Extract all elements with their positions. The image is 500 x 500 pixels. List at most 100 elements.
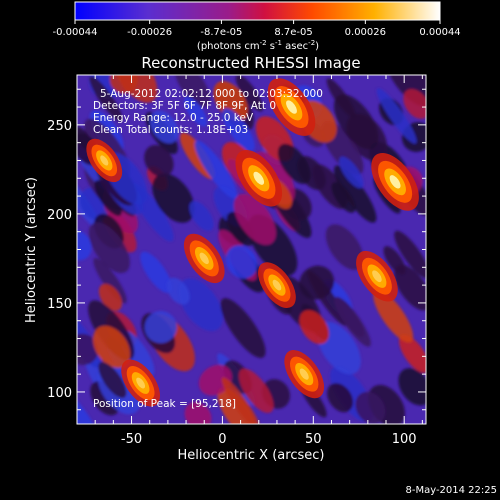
heatmap-blob <box>89 76 123 122</box>
heatmap-blob <box>149 110 179 144</box>
colorbar-ticks: -0.00044 -0.00026 -8.7e-05 8.7e-05 0.00026 0.… <box>53 20 461 38</box>
bright-source <box>258 262 296 309</box>
bright-source <box>267 78 316 136</box>
heatmap-blob <box>235 75 264 112</box>
bright-source <box>284 350 325 399</box>
heatmap-blob <box>140 251 172 294</box>
y-axis-ticks: 100 150 200 250 <box>47 88 426 411</box>
heatmap-blob <box>174 75 211 108</box>
heatmap-blob <box>225 245 258 279</box>
annotation-time: 5-Aug-2012 02:02:12.000 to 02:03:32.000 <box>100 88 323 100</box>
heatmap-blob <box>334 296 365 337</box>
heatmap-blob <box>325 224 364 270</box>
heatmap-blob <box>88 222 130 274</box>
source-layer <box>272 279 282 291</box>
colorbar-tick-label: -8.7e-05 <box>200 27 242 38</box>
y-tick-label: 200 <box>47 208 72 223</box>
source-layer <box>253 171 265 185</box>
annotations: 5-Aug-2012 02:02:12.000 to 02:03:32.000 … <box>93 88 323 410</box>
source-layer <box>372 270 382 283</box>
y-tick-label: 150 <box>47 297 72 312</box>
heatmap-blob <box>198 364 233 396</box>
source-layer <box>286 100 297 114</box>
colorbar-tick-label: 8.7e-05 <box>274 27 312 38</box>
heatmap-blob <box>98 283 122 311</box>
heatmap-blob <box>403 89 426 119</box>
annotation-energy: Energy Range: 12.0 - 25.0 keV <box>93 112 254 124</box>
heatmap-blob <box>184 401 212 424</box>
heatmap-blob <box>333 165 377 223</box>
annotation-peak: Position of Peak = [95,218] <box>93 398 236 410</box>
heatmap-blob <box>92 325 131 369</box>
source-layer <box>299 368 309 380</box>
heatmap-blob <box>376 88 417 144</box>
source-layer <box>389 175 401 189</box>
heatmap-sources <box>86 78 419 407</box>
heatmap-blob <box>333 94 379 150</box>
y-axis-label: Heliocentric Y (arcsec) <box>24 177 39 323</box>
x-tick-label: 0 <box>218 432 226 447</box>
heatmap-blob <box>233 193 276 245</box>
colorbar: -0.00044 -0.00026 -8.7e-05 8.7e-05 0.00026 0.… <box>53 1 461 52</box>
heatmap-blob <box>94 180 122 217</box>
heatmap-blob <box>383 246 406 275</box>
heatmap-blob <box>327 383 354 413</box>
heatmap-blob <box>93 258 127 304</box>
heatmap-blob <box>238 368 274 413</box>
heatmap-blob <box>339 156 364 189</box>
heatmap-image <box>77 75 426 424</box>
colorbar-gradient <box>74 1 441 21</box>
heatmap-blob <box>217 387 257 424</box>
chart-title: Reconstructed RHESSI Image <box>141 54 360 72</box>
y-tick-label: 100 <box>47 386 72 401</box>
bright-source <box>356 250 398 302</box>
heatmap-blob <box>98 361 127 399</box>
x-tick-label: -50 <box>121 432 142 447</box>
x-tick-label: 50 <box>305 432 322 447</box>
colorbar-tick-label: 0.00026 <box>345 27 386 38</box>
heatmap-blob <box>373 289 414 343</box>
annotation-detectors: Detectors: 3F 5F 6F 7F 8F 9F, Att 0 <box>93 100 276 112</box>
bright-source <box>183 233 225 284</box>
heatmap-blob <box>184 96 208 127</box>
heatmap-blob <box>213 81 248 122</box>
heatmap-blob <box>178 278 223 331</box>
source-layer <box>199 252 209 265</box>
heatmap-blob <box>277 143 311 184</box>
heatmap-blob <box>189 200 214 231</box>
colorbar-tick-label: 0.00044 <box>419 27 460 38</box>
heatmap-blob <box>399 334 426 373</box>
bright-source <box>235 150 283 207</box>
heatmap-blob <box>226 211 255 246</box>
heatmap-blob <box>220 298 266 358</box>
heatmap-blob <box>166 277 190 305</box>
annotation-clean: Clean Total counts: 1.18E+03 <box>93 124 248 136</box>
heatmap-blob <box>394 230 426 279</box>
heatmap-blob <box>221 377 261 424</box>
heatmap-blob <box>109 75 138 94</box>
heatmap-blob <box>152 173 195 223</box>
bright-source <box>121 359 160 407</box>
heatmap-blob <box>394 264 426 311</box>
heatmap-blob <box>398 368 426 406</box>
bright-source <box>371 152 419 211</box>
source-layer <box>100 155 109 166</box>
colorbar-tick-label: -0.00044 <box>53 27 98 38</box>
heatmap-blob <box>384 75 426 107</box>
y-tick-label: 250 <box>47 119 72 134</box>
x-tick-label: 100 <box>392 432 417 447</box>
x-axis-label: Heliocentric X (arcsec) <box>178 448 325 463</box>
heatmap-blob <box>144 144 174 177</box>
x-axis-ticks: -50 0 50 100 <box>94 75 423 447</box>
heatmap-blob <box>77 333 99 366</box>
bright-source <box>86 138 123 183</box>
heatmap-blob <box>331 182 356 213</box>
heatmap-blob <box>77 387 100 424</box>
source-layer <box>136 377 146 389</box>
heatmap-blob <box>299 310 330 345</box>
colorbar-unit-label: (photons cm-2 s-1 asec-2) <box>197 39 319 52</box>
footer-timestamp: 8-May-2014 22:25 <box>405 485 497 496</box>
heatmap-blob <box>222 108 255 152</box>
colorbar-tick-label: -0.00026 <box>127 27 172 38</box>
